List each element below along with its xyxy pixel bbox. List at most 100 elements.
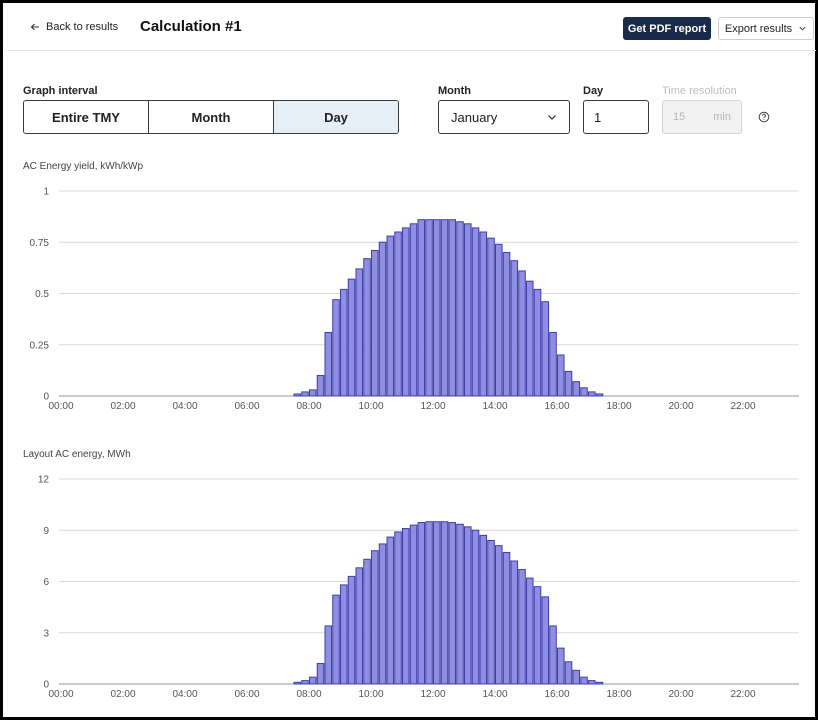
chart-bar[interactable] <box>378 241 387 397</box>
chart-bar[interactable] <box>371 550 379 685</box>
chart-bar[interactable] <box>502 551 511 685</box>
chart-bar[interactable] <box>301 680 309 685</box>
chart-bar[interactable] <box>588 680 596 685</box>
chart-bar[interactable] <box>402 528 410 685</box>
chart-bar[interactable] <box>324 625 333 685</box>
chart-bar[interactable] <box>340 584 348 685</box>
chart-bar[interactable] <box>316 375 325 397</box>
chart-bar[interactable] <box>495 243 503 397</box>
chart-bar[interactable] <box>526 577 534 685</box>
time-resolution-input: 15 min <box>662 100 742 134</box>
chart-bar[interactable] <box>293 393 302 397</box>
x-tick-label: 12:00 <box>420 689 445 700</box>
chart-bar[interactable] <box>371 249 379 397</box>
chart-bar[interactable] <box>394 231 402 397</box>
chart-bar[interactable] <box>487 540 495 685</box>
chart-bar[interactable] <box>541 596 550 685</box>
day-input[interactable]: 1 <box>583 100 649 134</box>
y-tick-label: 6 <box>43 577 49 588</box>
chart-bar[interactable] <box>324 331 333 397</box>
x-tick-label: 20:00 <box>668 689 693 700</box>
chart-bar[interactable] <box>533 288 542 397</box>
chevron-down-icon <box>548 115 556 120</box>
chart-bar[interactable] <box>363 558 371 685</box>
chart-bar[interactable] <box>549 331 557 397</box>
chart-bar[interactable] <box>417 522 426 685</box>
chart-bar[interactable] <box>510 260 519 397</box>
chart-bar[interactable] <box>549 625 557 685</box>
get-pdf-report-button[interactable]: Get PDF report <box>623 17 711 40</box>
tab-month[interactable]: Month <box>149 101 274 133</box>
chart-bar[interactable] <box>572 381 581 397</box>
chart-bar[interactable] <box>495 545 503 685</box>
chart-bar[interactable] <box>464 526 472 685</box>
chart-bar[interactable] <box>386 536 395 685</box>
chart-bar[interactable] <box>347 278 356 397</box>
chart-bar[interactable] <box>440 219 449 397</box>
chart-bar[interactable] <box>564 370 573 397</box>
chart-bar[interactable] <box>332 594 340 685</box>
chart-bar[interactable] <box>502 252 511 397</box>
chart-bar[interactable] <box>355 567 364 685</box>
tab-day[interactable]: Day <box>274 101 398 133</box>
chart-bar[interactable] <box>402 227 410 397</box>
chart-bar[interactable] <box>479 534 488 685</box>
chart-bar[interactable] <box>471 227 480 397</box>
chart-bar[interactable] <box>518 569 526 685</box>
month-select[interactable]: January <box>438 100 570 134</box>
chart-bar[interactable] <box>510 560 519 685</box>
chart-bar[interactable] <box>595 681 604 685</box>
chart-bar[interactable] <box>456 523 464 685</box>
chart-bar[interactable] <box>425 219 433 397</box>
chart-bar[interactable] <box>417 219 426 397</box>
chart-bar[interactable] <box>580 676 588 685</box>
chart-bar[interactable] <box>580 387 588 397</box>
chart-bar[interactable] <box>464 223 472 397</box>
chart-bar[interactable] <box>440 521 449 685</box>
chart-bar[interactable] <box>541 301 550 397</box>
chart-bar[interactable] <box>433 219 441 397</box>
chart-bar[interactable] <box>409 524 418 685</box>
chart-bar[interactable] <box>433 521 441 685</box>
chart-bar[interactable] <box>448 219 457 397</box>
tab-entire-tmy[interactable]: Entire TMY <box>24 101 149 133</box>
x-tick-label: 18:00 <box>606 401 631 412</box>
x-tick-label: 04:00 <box>172 401 197 412</box>
x-tick-label: 16:00 <box>544 401 569 412</box>
chart-bar[interactable] <box>378 543 387 685</box>
chart-bar[interactable] <box>394 531 402 685</box>
chart-bar[interactable] <box>347 575 356 685</box>
back-label: Back to results <box>46 21 119 33</box>
chart-bar[interactable] <box>588 391 596 397</box>
help-circle-icon[interactable] <box>758 111 770 123</box>
chart-bar[interactable] <box>448 522 457 685</box>
chart-bar[interactable] <box>479 231 488 397</box>
chart-bar[interactable] <box>301 391 309 397</box>
chart-bar[interactable] <box>564 661 573 685</box>
chart-bar[interactable] <box>456 221 464 397</box>
chevron-down-icon <box>799 26 806 31</box>
export-results-button[interactable]: Export results <box>718 17 814 40</box>
chart-bar[interactable] <box>316 663 325 685</box>
chart-bar[interactable] <box>487 237 495 397</box>
chart-bar[interactable] <box>595 393 604 397</box>
chart-bar[interactable] <box>572 669 581 685</box>
x-tick-label: 02:00 <box>110 689 135 700</box>
chart-bar[interactable] <box>355 268 364 397</box>
chart-bar[interactable] <box>557 647 565 685</box>
chart-bar[interactable] <box>518 270 526 397</box>
back-to-results-link[interactable]: Back to results <box>30 21 118 33</box>
chart-bar[interactable] <box>533 586 542 685</box>
chart-bar[interactable] <box>557 354 565 397</box>
chart-bar[interactable] <box>386 235 395 397</box>
chart-bar[interactable] <box>340 288 348 397</box>
chart-bar[interactable] <box>293 681 302 685</box>
chart-bar[interactable] <box>363 258 371 397</box>
chart-bar[interactable] <box>309 676 317 685</box>
chart-bar[interactable] <box>309 389 317 397</box>
chart-bar[interactable] <box>425 521 433 685</box>
chart-bar[interactable] <box>471 529 480 685</box>
chart-bar[interactable] <box>409 223 418 397</box>
chart-bar[interactable] <box>526 280 534 397</box>
chart-bar[interactable] <box>332 299 340 397</box>
